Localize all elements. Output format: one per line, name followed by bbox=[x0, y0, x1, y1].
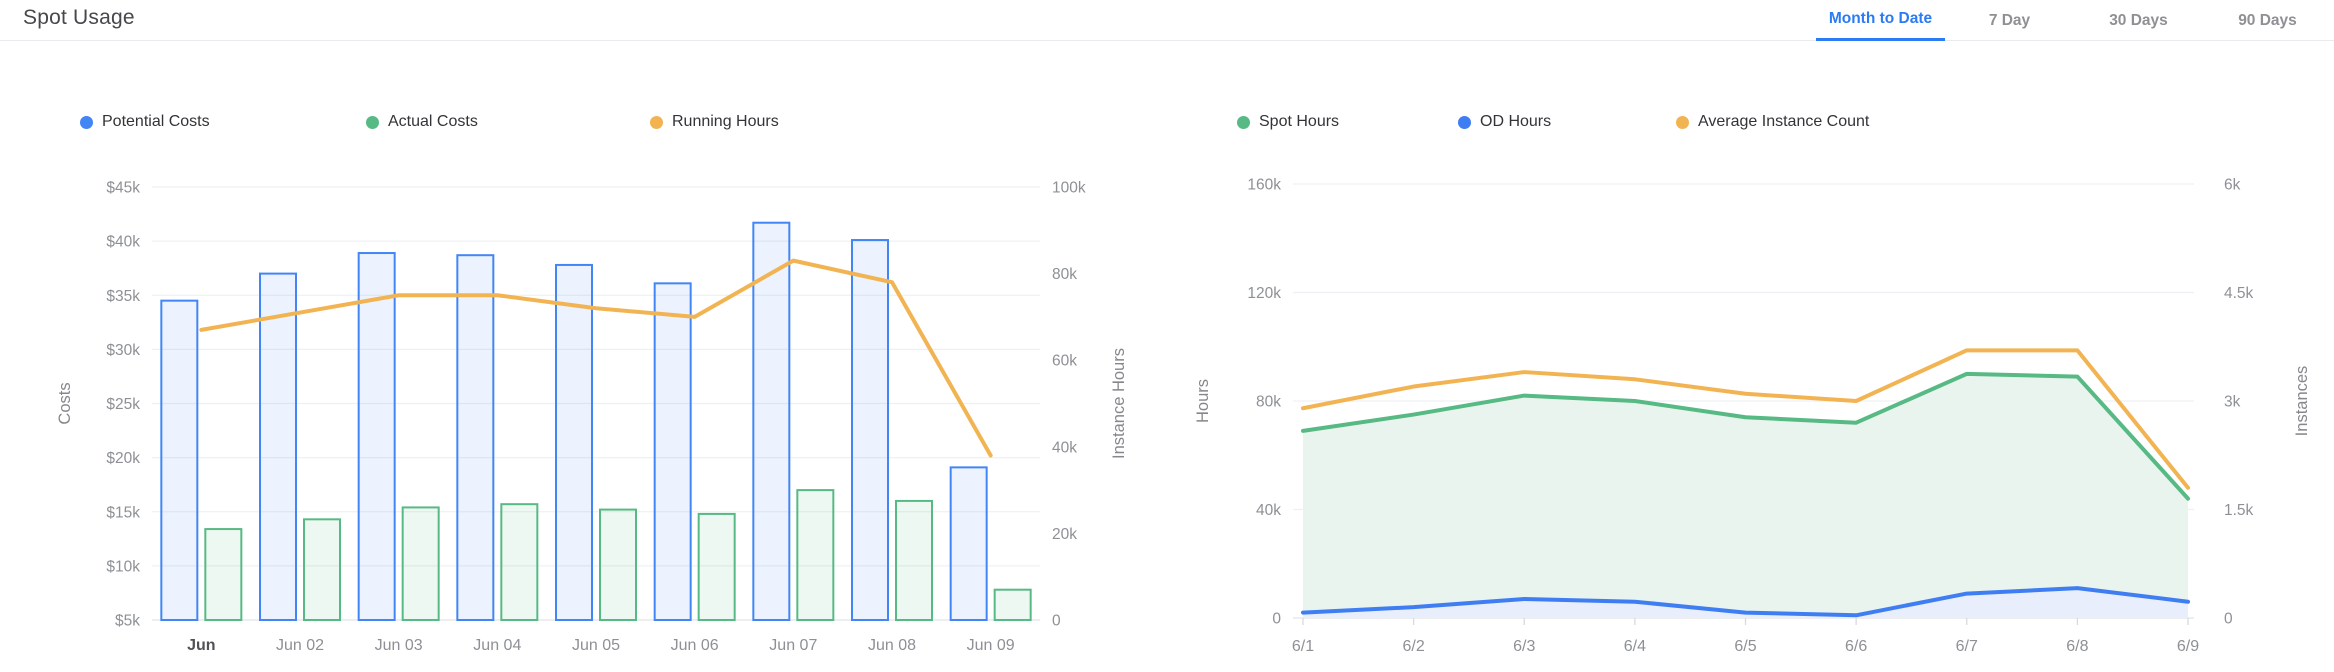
legend-item-running-hours[interactable]: Running Hours bbox=[650, 113, 779, 131]
svg-text:20k: 20k bbox=[1052, 526, 1077, 543]
svg-text:Jun 08: Jun 08 bbox=[868, 637, 916, 654]
svg-text:6/2: 6/2 bbox=[1403, 638, 1425, 655]
legend-label: Running Hours bbox=[672, 113, 779, 130]
charts-area: Potential Costs Actual Costs Running Hou… bbox=[0, 41, 2334, 672]
svg-text:80k: 80k bbox=[1052, 266, 1077, 283]
tab-30-days[interactable]: 30 Days bbox=[2109, 11, 2168, 29]
svg-text:100k: 100k bbox=[1052, 180, 1086, 197]
svg-text:$20k: $20k bbox=[106, 450, 140, 467]
svg-text:$35k: $35k bbox=[106, 288, 140, 305]
svg-text:6/5: 6/5 bbox=[1734, 638, 1756, 655]
svg-text:$5k: $5k bbox=[115, 613, 140, 630]
svg-text:$10k: $10k bbox=[106, 558, 140, 575]
svg-text:$25k: $25k bbox=[106, 396, 140, 413]
svg-text:160k: 160k bbox=[1247, 177, 1281, 194]
svg-text:Jun: Jun bbox=[187, 637, 215, 654]
legend-label: OD Hours bbox=[1480, 113, 1552, 130]
legend-item-potential-costs[interactable]: Potential Costs bbox=[80, 113, 210, 131]
svg-text:Jun 07: Jun 07 bbox=[769, 637, 817, 654]
page-title: Spot Usage bbox=[23, 6, 135, 29]
svg-text:80k: 80k bbox=[1256, 394, 1281, 411]
potential-costs-dot-icon bbox=[80, 115, 93, 129]
tab-7-day[interactable]: 7 Day bbox=[1988, 11, 2031, 29]
svg-text:0: 0 bbox=[2224, 611, 2233, 628]
header: Spot Usage Month to Date 7 Day 30 Days 9… bbox=[0, 0, 2334, 41]
legend-label: Potential Costs bbox=[102, 113, 210, 130]
legend-item-average-instance-count[interactable]: Average Instance Count bbox=[1676, 113, 1869, 131]
svg-text:Instance Hours: Instance Hours bbox=[1110, 348, 1128, 459]
svg-text:Jun 09: Jun 09 bbox=[967, 637, 1015, 654]
legend-label: Average Instance Count bbox=[1698, 113, 1870, 130]
tab-90-days[interactable]: 90 Days bbox=[2238, 11, 2297, 29]
average-instance-count-dot-icon bbox=[1676, 115, 1689, 129]
svg-text:Instances: Instances bbox=[2293, 366, 2311, 437]
tab-month-to-date[interactable]: Month to Date bbox=[1816, 0, 1945, 41]
svg-text:$45k: $45k bbox=[106, 180, 140, 197]
svg-text:1.5k: 1.5k bbox=[2224, 502, 2254, 519]
svg-text:60k: 60k bbox=[1052, 353, 1077, 370]
svg-text:Jun 02: Jun 02 bbox=[276, 637, 324, 654]
svg-text:3k: 3k bbox=[2224, 394, 2241, 411]
svg-text:Costs: Costs bbox=[56, 382, 74, 424]
legend-label: Spot Hours bbox=[1259, 113, 1340, 130]
svg-text:6/7: 6/7 bbox=[1956, 638, 1978, 655]
spot-hours-dot-icon bbox=[1237, 115, 1250, 129]
svg-text:40k: 40k bbox=[1256, 502, 1281, 519]
svg-text:6k: 6k bbox=[2224, 177, 2241, 194]
svg-text:Jun 06: Jun 06 bbox=[671, 637, 719, 654]
legend-item-od-hours[interactable]: OD Hours bbox=[1458, 113, 1551, 131]
svg-text:6/6: 6/6 bbox=[1845, 638, 1867, 655]
svg-text:4.5k: 4.5k bbox=[2224, 285, 2254, 302]
svg-text:6/8: 6/8 bbox=[2066, 638, 2088, 655]
svg-text:$15k: $15k bbox=[106, 504, 140, 521]
svg-text:Hours: Hours bbox=[1194, 379, 1212, 423]
svg-text:0: 0 bbox=[1272, 611, 1281, 628]
actual-costs-dot-icon bbox=[366, 115, 379, 129]
svg-text:$40k: $40k bbox=[106, 234, 140, 251]
svg-text:40k: 40k bbox=[1052, 439, 1077, 456]
running-hours-dot-icon bbox=[650, 115, 663, 129]
svg-text:Jun 04: Jun 04 bbox=[473, 637, 521, 654]
svg-text:0: 0 bbox=[1052, 613, 1061, 630]
od-hours-dot-icon bbox=[1458, 115, 1471, 129]
svg-text:Jun 03: Jun 03 bbox=[375, 637, 423, 654]
svg-text:6/4: 6/4 bbox=[1624, 638, 1646, 655]
svg-text:6/9: 6/9 bbox=[2177, 638, 2199, 655]
time-range-tabs: Month to Date 7 Day 30 Days 90 Days bbox=[1816, 0, 2332, 41]
spot-od-hours-chart: 0 40k 80k 120k 160k 0 1.5k 3k 4.5k 6k Hours Instanc… bbox=[1194, 177, 2311, 656]
legend-item-spot-hours[interactable]: Spot Hours bbox=[1237, 113, 1339, 131]
costs-running-hours-chart: $5k $10k $15k $20k $25k $30k $35k $40k $45k 0 20k 4… bbox=[56, 180, 1128, 655]
svg-text:6/1: 6/1 bbox=[1292, 638, 1314, 655]
svg-text:120k: 120k bbox=[1247, 285, 1281, 302]
svg-text:Jun 05: Jun 05 bbox=[572, 637, 620, 654]
legend-item-actual-costs[interactable]: Actual Costs bbox=[366, 113, 478, 131]
svg-text:$30k: $30k bbox=[106, 342, 140, 359]
legend-label: Actual Costs bbox=[388, 113, 478, 130]
svg-text:6/3: 6/3 bbox=[1513, 638, 1535, 655]
